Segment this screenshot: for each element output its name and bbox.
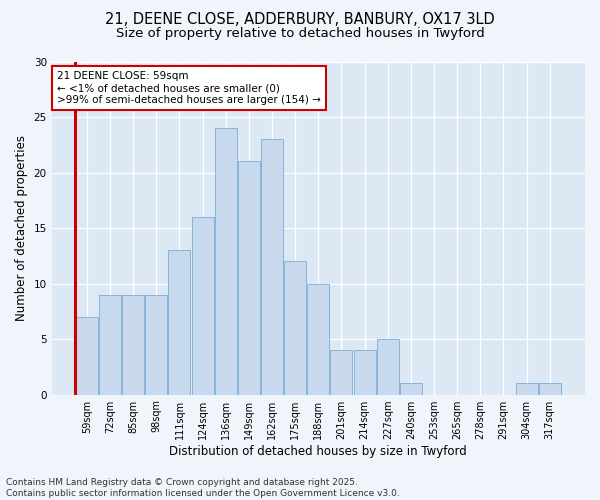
Bar xyxy=(238,162,260,394)
Text: Size of property relative to detached houses in Twyford: Size of property relative to detached ho… xyxy=(116,28,484,40)
Bar xyxy=(400,384,422,394)
Bar xyxy=(539,384,561,394)
Bar xyxy=(169,250,190,394)
Bar xyxy=(331,350,352,395)
Bar xyxy=(99,294,121,394)
Bar xyxy=(215,128,237,394)
Y-axis label: Number of detached properties: Number of detached properties xyxy=(15,135,28,321)
Text: 21 DEENE CLOSE: 59sqm
← <1% of detached houses are smaller (0)
>99% of semi-deta: 21 DEENE CLOSE: 59sqm ← <1% of detached … xyxy=(57,72,321,104)
Bar xyxy=(145,294,167,394)
Text: Contains HM Land Registry data © Crown copyright and database right 2025.
Contai: Contains HM Land Registry data © Crown c… xyxy=(6,478,400,498)
Bar xyxy=(353,350,376,395)
Bar xyxy=(76,317,98,394)
Bar xyxy=(377,339,399,394)
Bar xyxy=(515,384,538,394)
Bar xyxy=(261,139,283,394)
Text: 21, DEENE CLOSE, ADDERBURY, BANBURY, OX17 3LD: 21, DEENE CLOSE, ADDERBURY, BANBURY, OX1… xyxy=(105,12,495,28)
Bar xyxy=(307,284,329,395)
Bar xyxy=(284,262,306,394)
Bar xyxy=(122,294,144,394)
Bar xyxy=(191,217,214,394)
X-axis label: Distribution of detached houses by size in Twyford: Distribution of detached houses by size … xyxy=(169,444,467,458)
